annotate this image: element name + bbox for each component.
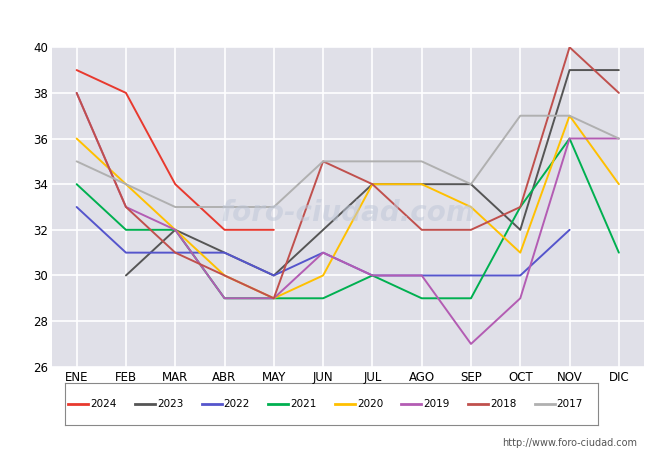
Text: 2024: 2024	[90, 399, 117, 409]
Text: 2018: 2018	[490, 399, 517, 409]
Text: 2021: 2021	[290, 399, 317, 409]
Text: 2017: 2017	[556, 399, 583, 409]
Text: 2023: 2023	[157, 399, 183, 409]
Text: 2019: 2019	[423, 399, 450, 409]
Text: 2020: 2020	[357, 399, 383, 409]
Text: Afiliados en El Cogul a 31/5/2024: Afiliados en El Cogul a 31/5/2024	[188, 14, 462, 33]
Text: http://www.foro-ciudad.com: http://www.foro-ciudad.com	[502, 438, 637, 448]
Text: 2022: 2022	[224, 399, 250, 409]
Text: foro-ciudad.com: foro-ciudad.com	[220, 199, 475, 227]
